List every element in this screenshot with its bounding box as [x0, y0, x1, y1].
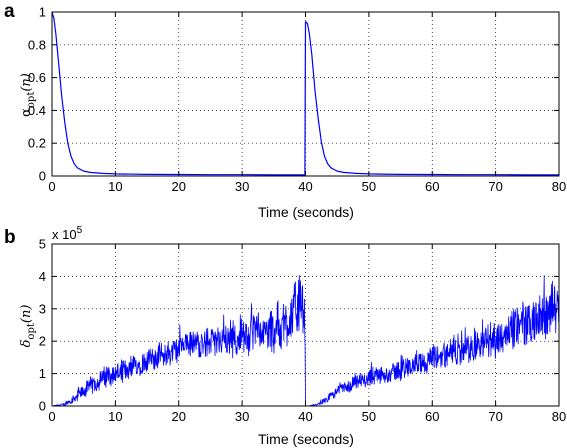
panel-a-letter: a	[4, 1, 15, 22]
x-tick-label: 0	[48, 179, 55, 194]
panel-b-multiplier: x 105	[52, 225, 83, 242]
y-tick-label: 0	[39, 399, 46, 414]
panel-a-xlabel: Time (seconds)	[258, 204, 354, 220]
x-tick-label: 10	[108, 179, 122, 194]
x-tick-label: 50	[362, 409, 376, 424]
x-tick-label: 70	[488, 179, 502, 194]
x-tick-label: 20	[172, 409, 186, 424]
x-tick-label: 50	[362, 179, 376, 194]
x-tick-label: 20	[172, 179, 186, 194]
y-tick-label: 0.4	[28, 103, 46, 118]
panel-a-ylabel: αopt(n)	[19, 73, 37, 117]
y-tick-label: 0	[39, 169, 46, 184]
x-tick-label: 80	[552, 179, 566, 194]
y-tick-label: 5	[39, 237, 46, 252]
panel-b-ylabel: δopt(n)	[19, 305, 37, 348]
x-tick-label: 60	[425, 409, 439, 424]
panel-a: a αopt(n) Time (seconds) 0 10 20 30 40 50 60 70…	[4, 1, 566, 220]
series-line	[51, 11, 559, 176]
panel-b-letter: b	[4, 227, 16, 248]
y-tick-label: 2	[39, 334, 46, 349]
y-tick-label: 0.8	[28, 37, 46, 52]
panel-b: b x 105 δopt(n) Time (seconds) 0 10 20 30 40…	[4, 225, 566, 447]
x-tick-label: 70	[488, 409, 502, 424]
x-tick-label: 40	[298, 179, 312, 194]
x-tick-label: 60	[425, 179, 439, 194]
x-tick-label: 0	[48, 409, 55, 424]
x-tick-label: 30	[235, 179, 249, 194]
y-tick-label: 1	[39, 5, 46, 20]
x-tick-label: 80	[552, 409, 566, 424]
y-tick-label: 1	[39, 366, 46, 381]
y-tick-label: 0.2	[28, 136, 46, 151]
panel-b-xlabel: Time (seconds)	[258, 431, 354, 447]
x-tick-label: 30	[235, 409, 249, 424]
y-tick-label: 3	[39, 301, 46, 316]
y-tick-label: 4	[39, 269, 46, 284]
x-tick-label: 40	[298, 409, 312, 424]
y-tick-label: 0.6	[28, 70, 46, 85]
x-tick-label: 10	[108, 409, 122, 424]
